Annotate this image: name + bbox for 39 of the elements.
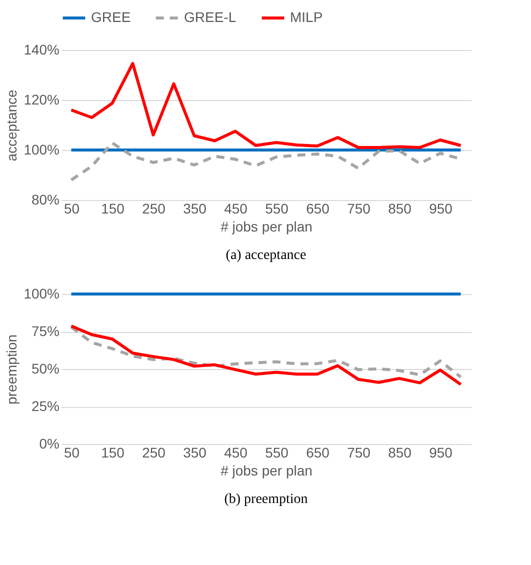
x-tick-label: 150 bbox=[101, 200, 125, 216]
y-tick-label: 75% bbox=[31, 323, 60, 339]
x-axis-title: # jobs per plan bbox=[220, 462, 312, 478]
x-tick-label: 450 bbox=[224, 444, 248, 460]
x-tick-label: 50 bbox=[64, 200, 80, 216]
y-tick-label: 100% bbox=[24, 142, 60, 158]
y-tick-label: 0% bbox=[39, 436, 60, 452]
x-tick-label: 450 bbox=[224, 200, 248, 216]
x-tick-label: 850 bbox=[388, 444, 412, 460]
y-tick-label: 80% bbox=[31, 192, 60, 208]
x-tick-label: 250 bbox=[142, 444, 166, 460]
x-tick-label: 750 bbox=[347, 200, 371, 216]
y-tick-label: 100% bbox=[24, 286, 60, 302]
x-tick-label: 350 bbox=[183, 444, 207, 460]
line-series bbox=[70, 62, 462, 149]
text: (b) preemption bbox=[224, 492, 308, 507]
legend-label: GREE bbox=[91, 9, 131, 25]
x-tick-label: 750 bbox=[347, 444, 371, 460]
y-tick-label: 50% bbox=[31, 360, 60, 376]
y-axis-title: preemption bbox=[4, 334, 20, 405]
legend-label: GREE-L bbox=[184, 9, 236, 25]
x-tick-label: 550 bbox=[265, 200, 289, 216]
x-tick-label: 950 bbox=[429, 444, 453, 460]
x-axis-title: # jobs per plan bbox=[220, 218, 312, 234]
y-tick-label: 120% bbox=[24, 92, 60, 108]
x-tick-label: 150 bbox=[101, 444, 125, 460]
x-tick-label: 50 bbox=[64, 444, 80, 460]
legend-label: MILP bbox=[290, 9, 323, 25]
x-tick-label: 650 bbox=[306, 444, 330, 460]
text: (a) acceptance bbox=[226, 248, 306, 263]
x-tick-label: 550 bbox=[265, 444, 289, 460]
x-tick-label: 350 bbox=[183, 200, 207, 216]
x-tick-label: 850 bbox=[388, 200, 412, 216]
y-tick-label: 25% bbox=[31, 398, 60, 414]
x-tick-label: 650 bbox=[306, 200, 330, 216]
x-tick-label: 250 bbox=[142, 200, 166, 216]
x-tick-label: 950 bbox=[429, 200, 453, 216]
y-tick-label: 140% bbox=[24, 42, 60, 58]
y-axis-title: acceptance bbox=[4, 89, 20, 162]
